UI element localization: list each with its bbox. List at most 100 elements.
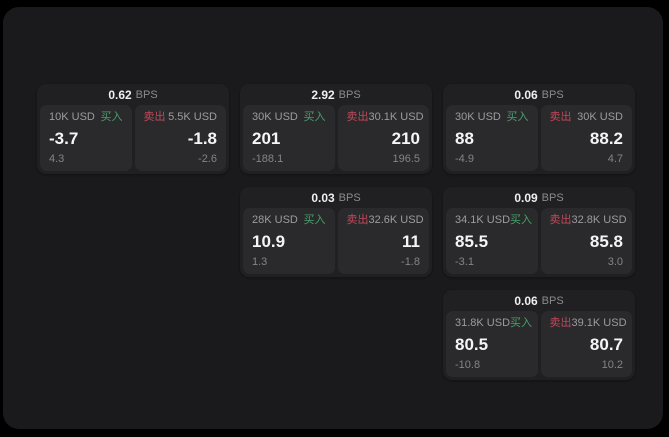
bps-value: 0.06 bbox=[514, 87, 538, 102]
card-body: 31.8K USD 买入 80.5 -10.8 卖出 39.1K USD 80.… bbox=[443, 311, 635, 380]
sell-side-label: 卖出 bbox=[549, 317, 572, 329]
sell-quote-tile[interactable]: 卖出 32.6K USD 11 -1.8 bbox=[337, 208, 429, 274]
buy-tile-header: 31.8K USD 买入 bbox=[455, 317, 533, 329]
card-header: 0.06 BPS bbox=[443, 84, 635, 105]
sell-side-label: 卖出 bbox=[143, 111, 166, 123]
sell-delta: -2.6 bbox=[198, 153, 217, 165]
card-header: 0.03 BPS bbox=[240, 187, 432, 208]
buy-amount: 30K USD bbox=[455, 111, 501, 123]
bps-value: 0.09 bbox=[514, 190, 538, 205]
sell-price: 80.7 bbox=[589, 335, 623, 354]
sell-delta: 3.0 bbox=[607, 256, 623, 268]
bps-unit: BPS bbox=[541, 88, 564, 101]
sell-tile-header: 卖出 32.6K USD bbox=[346, 214, 424, 226]
sell-amount: 39.1K USD bbox=[571, 317, 627, 329]
buy-price: 80.5 bbox=[455, 335, 489, 354]
sell-price: 11 bbox=[402, 232, 420, 251]
quote-card: 0.06 BPS 30K USD 买入 88 -4.9 卖出 30K USD bbox=[443, 84, 635, 174]
sell-tile-header: 卖出 30.1K USD bbox=[346, 111, 424, 123]
card-body: 10K USD 买入 -3.7 4.3 卖出 5.5K USD -1.8 -2.… bbox=[37, 105, 229, 174]
sell-side-label: 卖出 bbox=[549, 111, 572, 123]
buy-side-label: 买入 bbox=[303, 111, 326, 123]
bps-value: 0.62 bbox=[108, 87, 132, 102]
buy-side-label: 买入 bbox=[100, 111, 123, 123]
buy-tile-header: 34.1K USD 买入 bbox=[455, 214, 533, 226]
card-body: 28K USD 买入 10.9 1.3 卖出 32.6K USD 11 -1.8 bbox=[240, 208, 432, 277]
card-header: 0.09 BPS bbox=[443, 187, 635, 208]
bps-value: 0.03 bbox=[311, 190, 335, 205]
buy-price: 10.9 bbox=[252, 232, 286, 251]
sell-delta: 10.2 bbox=[601, 359, 623, 371]
sell-amount: 32.6K USD bbox=[368, 214, 424, 226]
card-header: 2.92 BPS bbox=[240, 84, 432, 105]
sell-side-label: 卖出 bbox=[549, 214, 572, 226]
buy-quote-tile[interactable]: 10K USD 买入 -3.7 4.3 bbox=[40, 105, 132, 171]
buy-tile-header: 30K USD 买入 bbox=[252, 112, 326, 123]
card-header: 0.62 BPS bbox=[37, 84, 229, 105]
sell-amount: 5.5K USD bbox=[168, 111, 217, 123]
buy-tile-header: 28K USD 买入 bbox=[252, 215, 326, 226]
quote-card-grid: 0.62 BPS 10K USD 买入 -3.7 4.3 卖出 5.5K USD bbox=[37, 84, 635, 380]
buy-quote-tile[interactable]: 28K USD 买入 10.9 1.3 bbox=[243, 208, 335, 274]
app-window: 0.62 BPS 10K USD 买入 -3.7 4.3 卖出 5.5K USD bbox=[3, 7, 663, 429]
quote-card: 0.03 BPS 28K USD 买入 10.9 1.3 卖出 32.6K US… bbox=[240, 187, 432, 277]
card-body: 34.1K USD 买入 85.5 -3.1 卖出 32.8K USD 85.8… bbox=[443, 208, 635, 277]
buy-price: 88 bbox=[455, 129, 474, 148]
buy-tile-header: 30K USD 买入 bbox=[455, 112, 529, 123]
buy-price: 85.5 bbox=[455, 232, 489, 251]
card-header: 0.06 BPS bbox=[443, 290, 635, 311]
sell-quote-tile[interactable]: 卖出 30K USD 88.2 4.7 bbox=[540, 105, 632, 171]
buy-quote-tile[interactable]: 34.1K USD 买入 85.5 -3.1 bbox=[446, 208, 538, 274]
buy-price: -3.7 bbox=[49, 129, 79, 148]
bps-unit: BPS bbox=[541, 294, 564, 307]
sell-tile-header: 卖出 32.8K USD bbox=[549, 214, 627, 226]
sell-quote-tile[interactable]: 卖出 32.8K USD 85.8 3.0 bbox=[540, 208, 632, 274]
bps-value: 0.06 bbox=[514, 293, 538, 308]
sell-amount: 30.1K USD bbox=[368, 111, 424, 123]
sell-price: 88.2 bbox=[589, 129, 623, 148]
buy-amount: 30K USD bbox=[252, 111, 298, 123]
buy-delta: 4.3 bbox=[49, 153, 65, 165]
sell-quote-tile[interactable]: 卖出 39.1K USD 80.7 10.2 bbox=[540, 311, 632, 377]
bps-unit: BPS bbox=[541, 191, 564, 204]
sell-quote-tile[interactable]: 卖出 30.1K USD 210 196.5 bbox=[337, 105, 429, 171]
bps-unit: BPS bbox=[338, 191, 361, 204]
buy-quote-tile[interactable]: 31.8K USD 买入 80.5 -10.8 bbox=[446, 311, 538, 377]
card-body: 30K USD 买入 88 -4.9 卖出 30K USD 88.2 4.7 bbox=[443, 105, 635, 174]
buy-delta: -3.1 bbox=[455, 256, 474, 268]
bps-unit: BPS bbox=[135, 88, 158, 101]
buy-delta: 1.3 bbox=[252, 256, 268, 268]
buy-tile-header: 10K USD 买入 bbox=[49, 112, 123, 123]
sell-tile-header: 卖出 39.1K USD bbox=[549, 317, 627, 329]
sell-side-label: 卖出 bbox=[346, 111, 369, 123]
buy-quote-tile[interactable]: 30K USD 买入 88 -4.9 bbox=[446, 105, 538, 171]
buy-amount: 34.1K USD bbox=[455, 214, 511, 226]
buy-amount: 28K USD bbox=[252, 214, 298, 226]
sell-price: 210 bbox=[391, 129, 420, 148]
buy-side-label: 买入 bbox=[510, 214, 533, 226]
quote-card: 0.62 BPS 10K USD 买入 -3.7 4.3 卖出 5.5K USD bbox=[37, 84, 229, 174]
buy-amount: 31.8K USD bbox=[455, 317, 511, 329]
sell-side-label: 卖出 bbox=[346, 214, 369, 226]
sell-price: 85.8 bbox=[589, 232, 623, 251]
sell-delta: -1.8 bbox=[401, 256, 420, 268]
buy-side-label: 买入 bbox=[506, 111, 529, 123]
bps-unit: BPS bbox=[338, 88, 361, 101]
buy-delta: -4.9 bbox=[455, 153, 474, 165]
card-body: 30K USD 买入 201 -188.1 卖出 30.1K USD 210 1… bbox=[240, 105, 432, 174]
sell-amount: 30K USD bbox=[577, 111, 623, 123]
sell-quote-tile[interactable]: 卖出 5.5K USD -1.8 -2.6 bbox=[134, 105, 226, 171]
buy-amount: 10K USD bbox=[49, 111, 95, 123]
sell-tile-header: 卖出 5.5K USD bbox=[144, 112, 218, 123]
buy-delta: -188.1 bbox=[252, 153, 284, 165]
buy-side-label: 买入 bbox=[510, 317, 533, 329]
buy-side-label: 买入 bbox=[303, 214, 326, 226]
sell-tile-header: 卖出 30K USD bbox=[550, 112, 624, 123]
buy-quote-tile[interactable]: 30K USD 买入 201 -188.1 bbox=[243, 105, 335, 171]
buy-delta: -10.8 bbox=[455, 359, 481, 371]
buy-price: 201 bbox=[252, 129, 281, 148]
sell-amount: 32.8K USD bbox=[571, 214, 627, 226]
sell-delta: 4.7 bbox=[607, 153, 623, 165]
bps-value: 2.92 bbox=[311, 87, 335, 102]
sell-delta: 196.5 bbox=[392, 153, 420, 165]
